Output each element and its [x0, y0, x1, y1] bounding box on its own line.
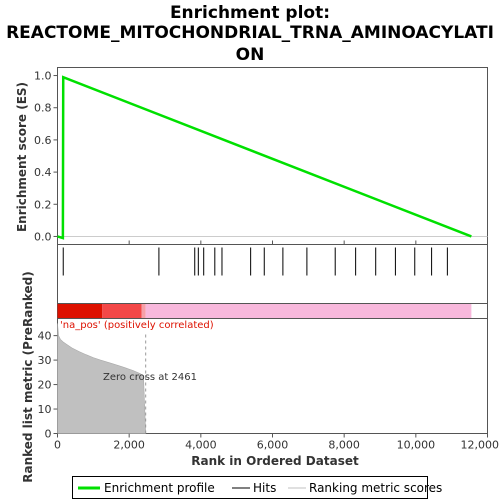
- x-tick-label-3: 6,000: [257, 439, 289, 452]
- positive-correlation-label: 'na_pos' (positively correlated): [60, 320, 214, 331]
- rank-tick-label-2: 20: [38, 379, 52, 392]
- es-tick-label-1: 0.2: [34, 198, 52, 211]
- enrichment-profile-line: [57, 75, 472, 240]
- es-tick-label-3: 0.6: [34, 134, 52, 147]
- color-bar-segment-2: [141, 304, 146, 318]
- zero-cross-label: Zero cross at 2461: [103, 372, 197, 383]
- rank-y-axis-label: Ranked list metric (PreRanked): [21, 271, 35, 483]
- x-tick-label-6: 12,000: [461, 439, 500, 452]
- legend-label-hits: Hits: [253, 481, 276, 495]
- es-tick-label-5: 1.0: [34, 70, 52, 83]
- x-tick-label-2: 4,000: [185, 439, 217, 452]
- chart-title-line-3: ON: [236, 45, 265, 65]
- rank-tick-label-3: 30: [38, 354, 52, 367]
- x-tick-label-1: 2,000: [113, 439, 145, 452]
- x-tick-label-0: 0: [54, 439, 61, 452]
- es-tick-label-0: 0.0: [34, 230, 52, 243]
- rank-tick-label-4: 40: [38, 330, 52, 343]
- axes: 0.0 0.2 0.4 0.6 0.8 1.0 0 10 20 30 40 0 2,000 4,000 6,…: [34, 70, 499, 452]
- rank-tick-label-0: 0: [45, 428, 52, 441]
- hits-series: [62, 247, 448, 276]
- x-axis-label: Rank in Ordered Dataset: [191, 454, 359, 468]
- chart-title-line-1: Enrichment plot:: [170, 3, 330, 23]
- chart-title-line-2: REACTOME_MITOCHONDRIAL_TRNA_AMINOACYLATI: [6, 23, 494, 43]
- x-tick-label-5: 10,000: [397, 439, 436, 452]
- enrichment-profile-series: [57, 75, 488, 240]
- es-tick-label-2: 0.4: [34, 166, 52, 179]
- es-tick-label-4: 0.8: [34, 102, 52, 115]
- color-bar-segment-0: [57, 304, 103, 318]
- color-bar: [57, 304, 472, 318]
- ranking-metric-area: [57, 323, 146, 434]
- color-bar-segment-1: [102, 304, 142, 318]
- legend-label-enrichment: Enrichment profile: [104, 481, 215, 495]
- hits-panel-frame: [57, 244, 488, 304]
- x-tick-label-4: 8,000: [328, 439, 360, 452]
- legend-label-ranking: Ranking metric scores: [309, 481, 442, 495]
- legend: Enrichment profile Hits Ranking metric s…: [72, 476, 442, 499]
- ranking-metric-series: [57, 323, 147, 434]
- rank-tick-label-1: 10: [38, 403, 52, 416]
- es-y-axis-label: Enrichment score (ES): [15, 82, 29, 232]
- color-bar-segment-3: [145, 304, 472, 318]
